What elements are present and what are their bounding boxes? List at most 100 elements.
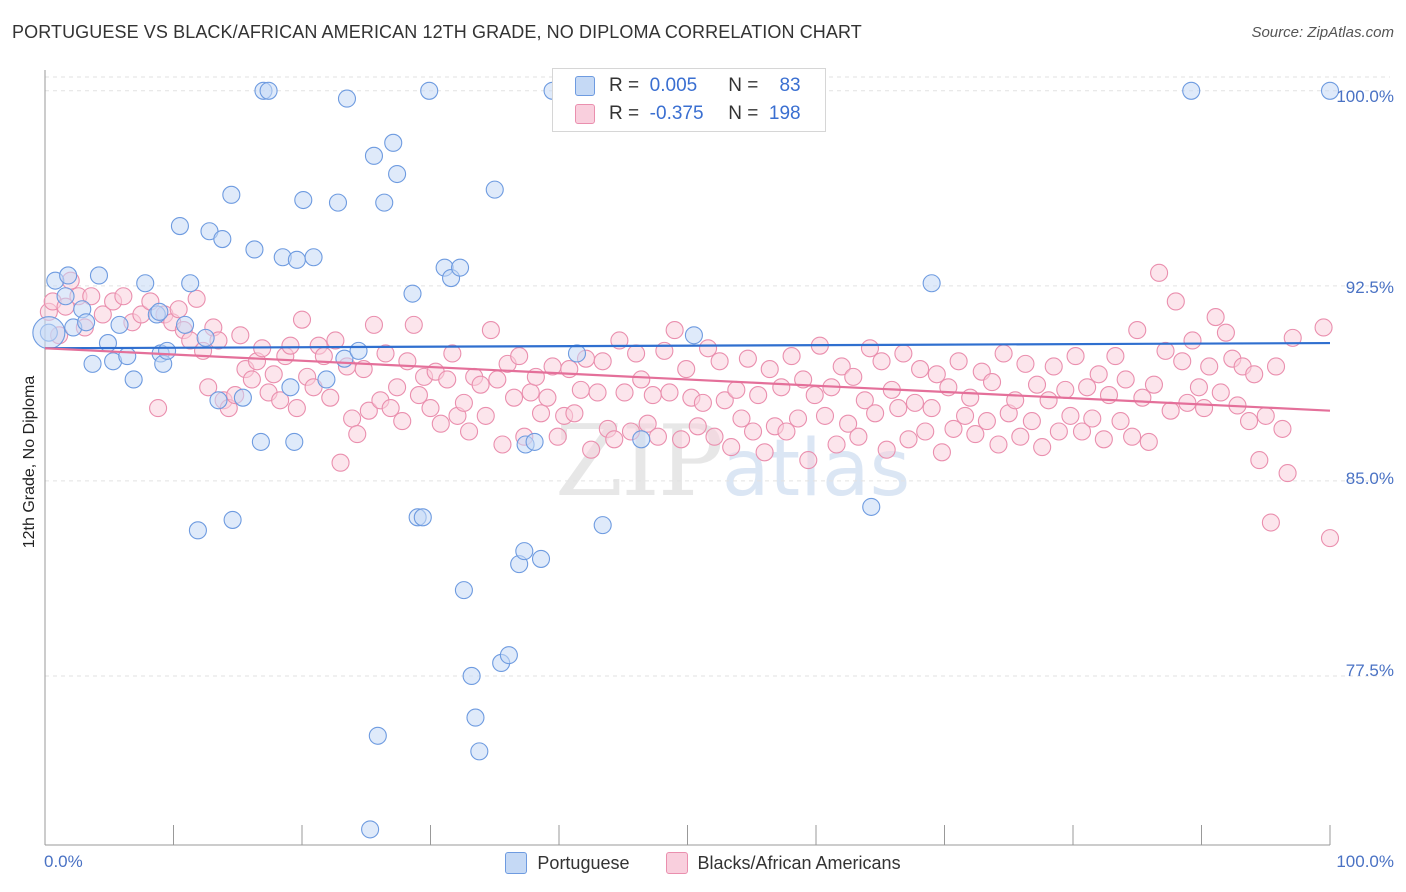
point	[454, 393, 473, 412]
point	[420, 81, 439, 100]
point	[454, 581, 473, 600]
point	[989, 435, 1008, 454]
point	[368, 726, 387, 745]
point	[732, 409, 751, 428]
point	[1078, 378, 1097, 397]
point	[331, 453, 350, 472]
point	[794, 370, 813, 389]
point	[118, 347, 137, 366]
x-tick-label-0: 0.0%	[44, 852, 83, 871]
point	[1166, 292, 1185, 311]
point	[326, 331, 345, 350]
point	[582, 440, 601, 459]
point	[376, 344, 395, 363]
point	[844, 367, 863, 386]
series-blacks-african-americans-points	[39, 263, 1340, 548]
chart-source: Source: ZipAtlas.com	[1251, 24, 1394, 41]
point	[1056, 380, 1075, 399]
n-label: N =	[728, 103, 759, 124]
point	[259, 81, 278, 100]
point	[949, 352, 968, 371]
point	[894, 344, 913, 363]
point	[337, 89, 357, 108]
point	[485, 180, 504, 199]
chart-title: PORTUGUESE VS BLACK/AFRICAN AMERICAN 12T…	[12, 22, 862, 42]
r-label: R =	[609, 103, 640, 124]
point	[1072, 422, 1092, 441]
trend-lines	[44, 341, 1331, 412]
point	[403, 284, 422, 303]
point	[648, 427, 667, 446]
point	[866, 404, 885, 423]
point	[471, 375, 490, 394]
point	[1039, 391, 1058, 410]
point	[1089, 365, 1108, 384]
point	[727, 380, 746, 399]
point	[281, 378, 300, 397]
legend-item-blacks[interactable]: Blacks/African Americans	[665, 852, 901, 874]
point	[684, 326, 703, 345]
point	[760, 360, 779, 379]
point	[638, 414, 657, 433]
point	[961, 388, 980, 407]
point	[1182, 81, 1201, 100]
stats-row-portuguese: R = 0.005 N = 83	[575, 73, 819, 99]
point	[1266, 357, 1286, 376]
point	[911, 360, 930, 379]
point	[196, 328, 215, 347]
point	[610, 331, 629, 350]
point	[982, 373, 1002, 392]
point	[862, 497, 881, 516]
point	[1206, 308, 1225, 327]
trend-line-blacks	[44, 347, 1331, 412]
point	[213, 229, 232, 249]
point	[632, 430, 651, 449]
point	[916, 422, 935, 441]
legend-item-portuguese[interactable]: Portuguese	[505, 852, 630, 874]
point	[749, 386, 768, 405]
point	[1083, 409, 1102, 428]
x-tick-label-100: 100.0%	[1336, 852, 1394, 871]
point	[872, 352, 891, 371]
point	[966, 425, 985, 444]
r-value: 0.005	[649, 75, 698, 96]
point	[375, 193, 394, 212]
point	[223, 510, 242, 529]
point	[287, 399, 306, 418]
point	[1049, 422, 1068, 441]
point	[705, 427, 724, 446]
portuguese-swatch	[575, 76, 595, 96]
point	[188, 521, 207, 540]
legend: Portuguese Blacks/African Americans	[0, 852, 1406, 874]
point	[56, 287, 75, 306]
point	[476, 406, 495, 425]
point	[459, 422, 479, 441]
y-tick-label-92-5: 92.5%	[1345, 278, 1394, 297]
point	[531, 404, 551, 423]
point	[343, 409, 362, 428]
point	[381, 399, 400, 418]
point	[328, 193, 348, 212]
point	[348, 425, 367, 444]
point	[1173, 352, 1192, 371]
point	[481, 321, 500, 340]
point	[222, 185, 241, 204]
point	[1320, 81, 1340, 100]
point	[409, 386, 428, 405]
point	[1183, 331, 1202, 350]
point	[466, 708, 485, 727]
point	[413, 508, 432, 527]
point	[905, 393, 924, 412]
point	[827, 435, 846, 454]
legend-label: Blacks/African Americans	[697, 852, 901, 873]
point	[877, 440, 896, 459]
point	[548, 427, 567, 446]
n-value: 198	[768, 103, 801, 124]
point	[743, 422, 763, 441]
point	[515, 542, 534, 561]
point	[994, 344, 1013, 363]
point	[510, 347, 529, 366]
point	[627, 344, 646, 363]
point	[815, 406, 835, 425]
point	[1027, 375, 1047, 394]
